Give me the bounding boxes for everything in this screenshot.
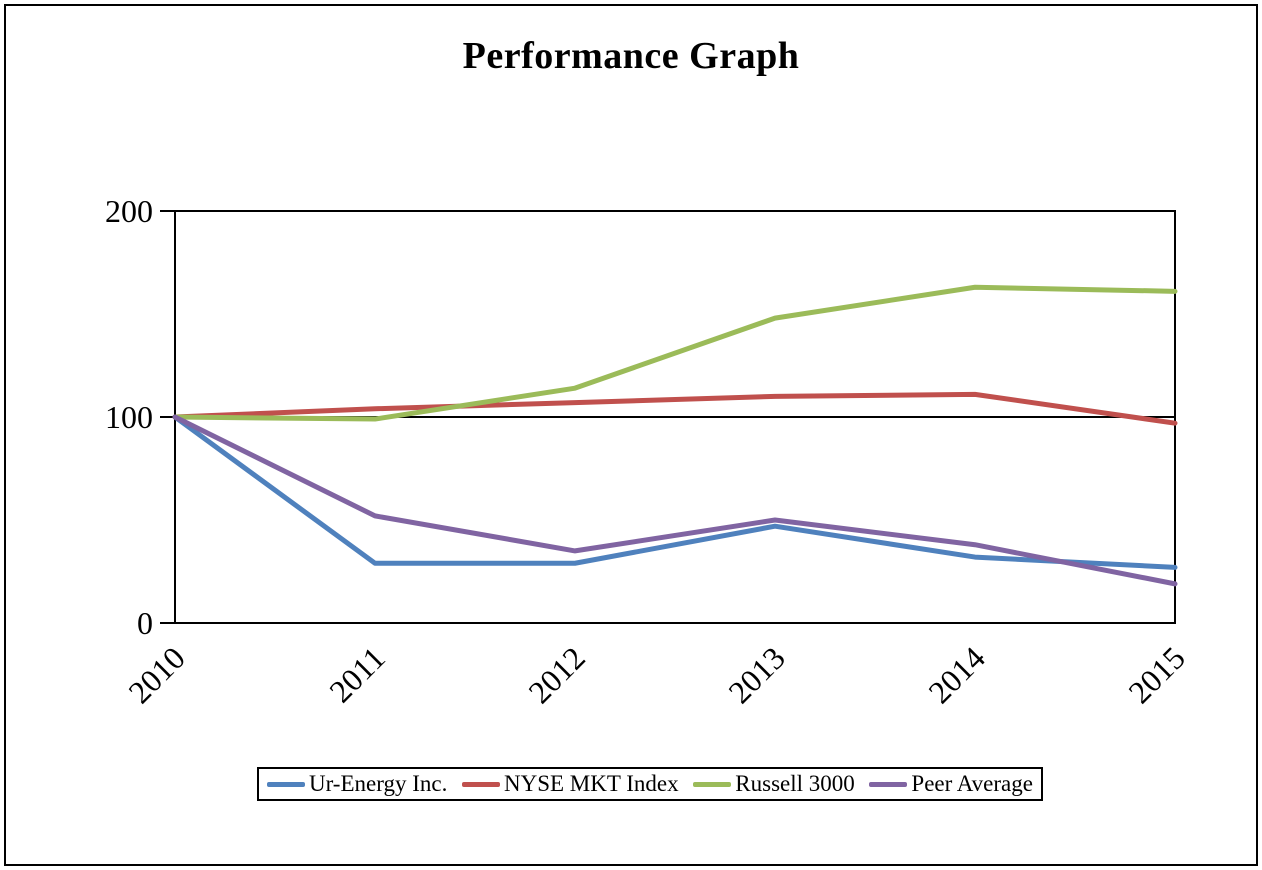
y-tick-label: 0 — [137, 605, 153, 641]
legend-label: Ur-Energy Inc. — [309, 771, 448, 796]
x-tick-label: 2013 — [721, 639, 792, 710]
legend-label: Russell 3000 — [735, 771, 855, 796]
legend-line-swatch — [693, 781, 732, 787]
legend-line-swatch — [267, 781, 305, 787]
legend-item: Russell 3000 — [693, 771, 855, 797]
chart-title: Performance Graph — [462, 35, 800, 77]
y-tick-label: 100 — [105, 399, 153, 435]
legend-item: Ur-Energy Inc. — [267, 771, 447, 797]
legend-label: Peer Average — [911, 771, 1033, 796]
x-tick-label: 2012 — [521, 639, 592, 710]
series-line-russell-3000 — [172, 284, 1178, 422]
series-line-peer-average — [172, 414, 1178, 587]
x-tick-label: 2010 — [121, 639, 192, 710]
x-tick-label: 2014 — [921, 639, 992, 710]
legend-line-swatch — [869, 781, 908, 787]
legend-item: NYSE MKT Index — [462, 771, 679, 797]
legend-item: Peer Average — [869, 771, 1033, 797]
series-line-nyse-mkt-index — [172, 391, 1178, 426]
legend-line-swatch — [462, 781, 500, 787]
y-tick-label: 200 — [105, 193, 153, 229]
x-tick-label: 2015 — [1121, 639, 1192, 710]
series-line-ur-energy-inc- — [172, 414, 1178, 570]
chart-legend: Ur-Energy Inc. NYSE MKT Index Russell 3000… — [257, 767, 1043, 801]
legend-label: NYSE MKT Index — [504, 771, 679, 796]
x-tick-label: 2011 — [322, 639, 392, 709]
